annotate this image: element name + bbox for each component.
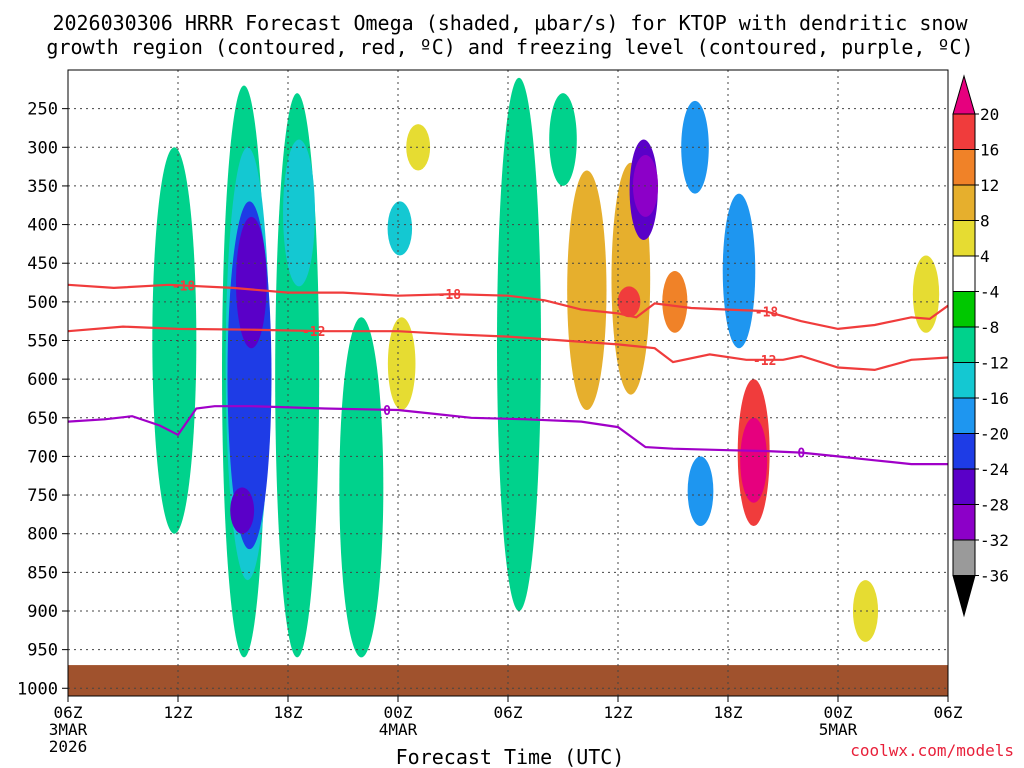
contour-label-dgz-minus-18: -18 [438,288,462,303]
y-tick-label: 600 [27,370,58,390]
colorbar-bin [952,113,976,150]
contour-label-dgz-minus-12: -12 [753,354,776,369]
colorbar-label: 4 [980,247,990,266]
omega-cell [406,124,431,171]
omega-cell [852,580,879,642]
colorbar-bin [952,468,976,505]
ground-fill [68,665,948,696]
omega-cell [387,201,413,256]
x-tick-label: 18Z [274,703,303,722]
colorbar-label: 8 [980,212,990,231]
colorbar-label: -36 [980,567,1009,586]
omega-cell [567,170,607,411]
omega-cell [549,93,577,186]
colorbar-bin [952,149,976,186]
contour-dgz-minus-18 [67,283,949,331]
omega-cell [617,286,641,318]
colorbar-bin [952,220,976,257]
omega-cell [235,216,267,349]
y-tick-label: 500 [27,293,58,313]
x-tick-label: 12Z [604,703,633,722]
x-tick-year: 2026 [49,737,88,756]
colorbar-bin [952,326,976,363]
contour-label-freezing-level: 0 [797,447,805,462]
y-tick-label: 1000 [17,679,58,699]
y-tick-label: 550 [27,331,58,351]
chart-title-line1: 2026030306 HRRR Forecast Omega (shaded, … [52,11,968,35]
contour-dgz-minus-12 [67,325,949,372]
y-tick-label: 950 [27,641,58,661]
colorbar-label: 12 [980,176,999,195]
contour-freezing-level [67,405,948,466]
plot-area: -18 -18 -18 -12 -12 0 0 [67,69,949,697]
colorbar-label: -32 [980,531,1009,550]
x-tick-date: 4MAR [379,720,418,739]
omega-cell [740,417,768,503]
x-tick-label: 06Z [934,703,963,722]
contour-label-dgz-minus-18: -18 [172,280,196,295]
colorbar-label: -8 [980,318,999,337]
x-tick-label: 06Z [494,703,523,722]
contour-label-freezing-level: 0 [383,404,391,419]
y-tick-label: 250 [27,100,58,120]
colorbar-bin [952,397,976,434]
y-tick-label: 350 [27,177,58,197]
x-axis-title: Forecast Time (UTC) [396,745,625,768]
colorbar-top-arrow [952,74,976,115]
colorbar-bin [952,255,976,292]
contour-label-dgz-minus-18: -18 [755,306,779,321]
omega-cell [283,139,315,287]
y-tick-label: 700 [27,447,58,467]
omega-cell [681,100,709,194]
colorbar-label: -16 [980,389,1009,408]
x-tick-label: 00Z [384,703,413,722]
contour-label-dgz-minus-12: -12 [302,325,325,340]
y-tick-label: 300 [27,138,58,158]
y-tick-label: 750 [27,486,58,506]
omega-cell [339,317,384,658]
ground-layer [68,665,948,696]
omega-cell [387,317,416,411]
colorbar-bin [952,184,976,221]
x-tick-label: 00Z [824,703,853,722]
y-tick-label: 900 [27,602,58,622]
omega-cell [912,255,940,333]
x-tick-date: 3MAR [49,720,88,739]
omega-cell [230,487,255,534]
y-tick-label: 450 [27,254,58,274]
omega-cell [497,77,541,611]
y-tick-label: 400 [27,216,58,236]
colorbar-bin [952,504,976,541]
colorbar-label: 16 [980,141,999,160]
y-tick-label: 850 [27,563,58,583]
contour-lines: -18 -18 -18 -12 -12 0 0 [67,280,949,466]
y-axis: 250 300 350 400 450 500 550 600 650 700 750 800 850 9… [17,100,68,699]
x-tick-date: 5MAR [819,720,858,739]
colorbar-label: -20 [980,425,1009,444]
chart-title-line2: growth region (contoured, red, ºC) and f… [46,35,973,59]
omega-cell [687,456,714,526]
colorbar-bin [952,433,976,470]
colorbar-bottom-arrow [952,575,976,618]
omega-cell [722,193,756,349]
x-tick-label: 18Z [714,703,743,722]
x-tick-label: 06Z [54,703,83,722]
colorbar-bin [952,362,976,399]
colorbar-label: -12 [980,354,1009,373]
colorbar-label: -28 [980,496,1009,515]
colorbar-label: -4 [980,283,999,302]
x-tick-label: 12Z [164,703,193,722]
y-tick-label: 650 [27,409,58,429]
colorbar-bin [952,291,976,328]
colorbar-bin [952,539,976,576]
y-tick-label: 800 [27,525,58,545]
watermark: coolwx.com/models [850,741,1014,760]
omega-cell [152,147,197,534]
colorbar-label: -24 [980,460,1009,479]
colorbar: -36 -32 -28 -24 -20 -16 -12 -8 -4 4 8 12 16 20 [952,74,1009,618]
colorbar-label: 20 [980,105,999,124]
